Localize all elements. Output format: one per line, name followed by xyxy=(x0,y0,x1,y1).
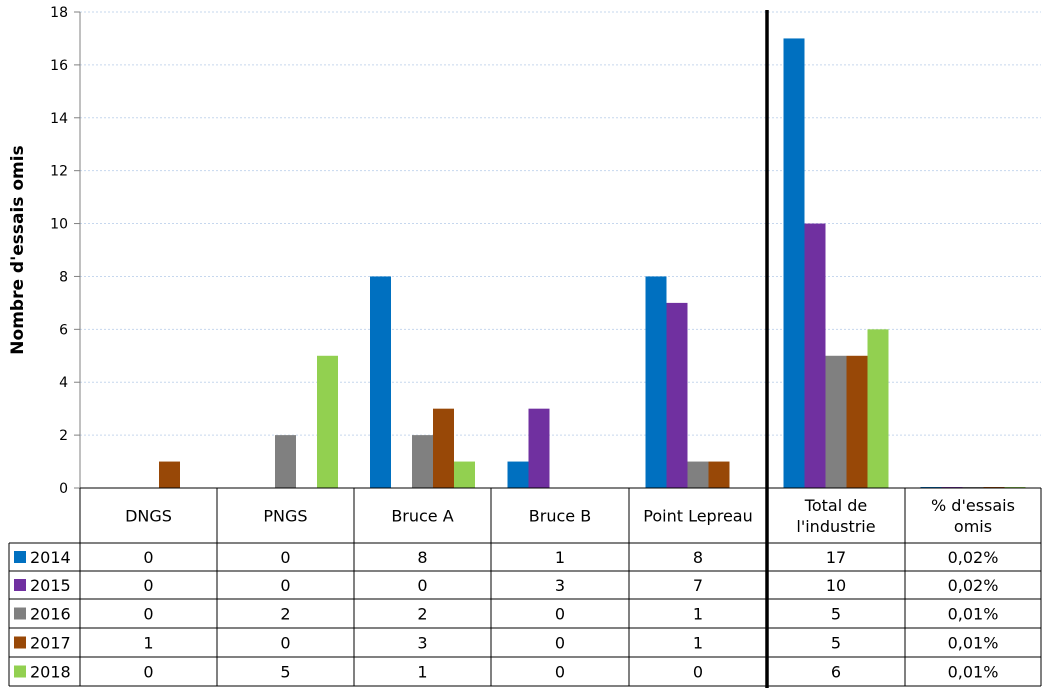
table-cell: 0 xyxy=(555,634,565,653)
legend-swatch-2018 xyxy=(14,665,26,678)
bar-2014-bruce-a xyxy=(370,276,391,488)
table-header-cell: DNGS xyxy=(125,507,172,526)
table-cell: 3 xyxy=(555,576,565,595)
table-header-cell: Point Lepreau xyxy=(643,507,752,526)
table-cell: 8 xyxy=(693,548,703,567)
table-cell: 0 xyxy=(555,663,565,682)
table-cell: 0 xyxy=(555,605,565,624)
y-tick-label: 16 xyxy=(50,58,68,74)
table-row-label: 2014 xyxy=(30,548,71,567)
table-cell: 0 xyxy=(280,548,290,567)
table-header-cell: omis xyxy=(954,517,992,536)
bar-2018-pngs xyxy=(317,355,338,488)
y-tick-label: 0 xyxy=(59,481,68,497)
y-tick-label: 4 xyxy=(59,375,68,391)
y-tick-label: 14 xyxy=(50,111,68,127)
table-cell: 0 xyxy=(417,576,427,595)
table-cell: 6 xyxy=(831,663,841,682)
table-cell: 1 xyxy=(417,663,427,682)
table-cell: 0 xyxy=(280,634,290,653)
bar-2015-point-lepreau xyxy=(666,302,688,488)
bar-2015-bruce-b xyxy=(528,408,550,488)
table-cell: 0,01% xyxy=(948,634,999,653)
bar-2016-point-lepreau xyxy=(687,461,709,488)
table-cell: 5 xyxy=(831,634,841,653)
table-cell: 2 xyxy=(417,605,427,624)
table-header-cell: % d'essais xyxy=(931,496,1015,515)
y-tick-label: 8 xyxy=(59,269,68,285)
table-row-label: 2017 xyxy=(30,634,71,653)
table-cell: 3 xyxy=(417,634,427,653)
table-cell: 17 xyxy=(826,548,846,567)
table-cell: 0,02% xyxy=(948,576,999,595)
table-cell: 10 xyxy=(826,576,846,595)
bar-2017-dngs xyxy=(159,461,180,488)
legend-swatch-2016 xyxy=(14,607,26,620)
y-tick-label: 6 xyxy=(59,322,68,338)
bar-2014-bruce-b xyxy=(507,461,529,488)
bar-2016-bruce-a xyxy=(412,435,433,488)
bar-2017-bruce-a xyxy=(433,408,454,488)
y-tick-label: 18 xyxy=(50,5,68,21)
table-cell: 1 xyxy=(693,634,703,653)
table-cell: 0 xyxy=(143,576,153,595)
table-cell: 0,01% xyxy=(948,605,999,624)
table-row-label: 2015 xyxy=(30,576,71,595)
legend-swatch-2017 xyxy=(14,636,26,649)
table-cell: 8 xyxy=(417,548,427,567)
bar-2014-point-lepreau xyxy=(645,276,667,488)
table-header-cell: Total de xyxy=(804,496,867,515)
bar-2017-point-lepreau xyxy=(708,461,730,488)
bar-2014-total-de-l-industrie xyxy=(783,38,805,488)
table-cell: 0 xyxy=(143,548,153,567)
legend-swatch-2015 xyxy=(14,579,26,591)
bar-2017-total-de-l-industrie xyxy=(846,355,868,488)
y-tick-label: 10 xyxy=(50,217,68,233)
table-header-cell: Bruce B xyxy=(529,507,591,526)
table-cell: 0,01% xyxy=(948,663,999,682)
table-cell: 0 xyxy=(143,605,153,624)
table-cell: 0 xyxy=(693,663,703,682)
bar-2018-bruce-a xyxy=(454,461,475,488)
y-tick-label: 2 xyxy=(59,428,68,444)
table-cell: 1 xyxy=(693,605,703,624)
table-row-label: 2016 xyxy=(30,605,71,624)
legend-swatch-2014 xyxy=(14,551,26,563)
table-cell: 1 xyxy=(555,548,565,567)
table-row-label: 2018 xyxy=(30,663,71,682)
table-cell: 0,02% xyxy=(948,548,999,567)
table-header-cell: l'industrie xyxy=(796,517,875,536)
table-cell: 1 xyxy=(143,634,153,653)
table-cell: 0 xyxy=(280,576,290,595)
table-cell: 0 xyxy=(143,663,153,682)
bar-2018-total-de-l-industrie xyxy=(867,329,889,488)
bar-2016-total-de-l-industrie xyxy=(825,355,847,488)
table-cell: 5 xyxy=(280,663,290,682)
table-cell: 2 xyxy=(280,605,290,624)
y-axis-title: Nombre d'essais omis xyxy=(8,145,28,354)
bar-2016-pngs xyxy=(275,435,296,488)
table-cell: 5 xyxy=(831,605,841,624)
y-tick-label: 12 xyxy=(50,164,68,180)
table-header-cell: Bruce A xyxy=(391,507,453,526)
table-header-cell: PNGS xyxy=(263,507,307,526)
bar-2015-total-de-l-industrie xyxy=(804,223,826,489)
table-cell: 7 xyxy=(693,576,703,595)
